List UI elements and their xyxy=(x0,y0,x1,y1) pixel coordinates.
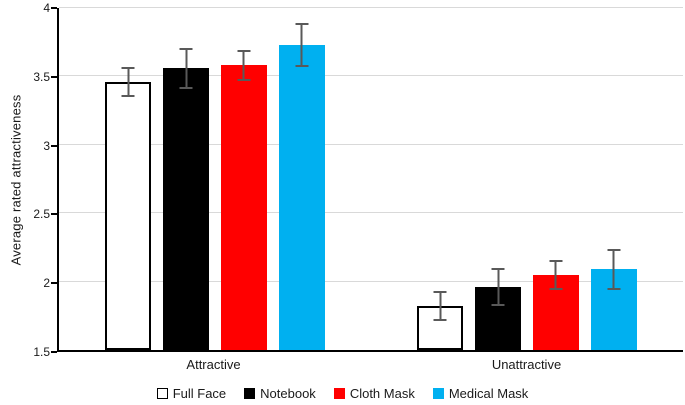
error-bar-stem xyxy=(242,50,245,81)
legend: Full Face Notebook Cloth Mask Medical Mask xyxy=(0,384,685,402)
error-bar-cap-top xyxy=(433,291,447,294)
bar xyxy=(220,65,267,350)
error-bar xyxy=(491,267,505,307)
error-bar-cap-top xyxy=(237,50,251,53)
y-tick-mark xyxy=(51,144,57,147)
y-tick-label: 2.5 xyxy=(33,207,50,222)
bar xyxy=(105,81,152,350)
error-bar xyxy=(549,259,563,290)
y-tick-label: 2 xyxy=(43,276,50,291)
error-bar-cap-top xyxy=(549,259,563,262)
gridline xyxy=(59,7,683,8)
x-category-label: Attractive xyxy=(186,357,241,372)
error-bar xyxy=(295,23,309,67)
error-bar-cap-bottom xyxy=(179,86,193,89)
legend-label: Medical Mask xyxy=(448,385,529,401)
error-bar xyxy=(121,66,135,97)
legend-label: Notebook xyxy=(260,385,316,401)
legend-swatch xyxy=(244,387,256,399)
error-bar-cap-top xyxy=(607,248,621,251)
legend-label: Cloth Mask xyxy=(349,385,415,401)
y-tick-mark xyxy=(51,282,57,285)
legend-label: Full Face xyxy=(172,385,227,401)
gridline xyxy=(59,212,683,214)
legend-swatch xyxy=(432,387,444,399)
bar xyxy=(163,68,209,350)
legend-item: Cloth Mask xyxy=(333,385,415,401)
error-bar xyxy=(433,291,447,322)
error-bar-stem xyxy=(612,248,615,290)
error-bar-cap-bottom xyxy=(295,64,309,67)
error-bar-stem xyxy=(185,47,188,89)
gridline xyxy=(59,143,683,145)
error-bar-cap-bottom xyxy=(607,287,621,290)
error-bar-cap-bottom xyxy=(433,319,447,322)
error-bar-cap-top xyxy=(121,66,135,69)
error-bar-cap-bottom xyxy=(121,94,135,97)
x-axis-labels: Attractive Unattractive xyxy=(57,357,683,373)
error-bar-stem xyxy=(554,259,557,290)
error-bar-stem xyxy=(497,267,500,307)
gridline xyxy=(59,280,683,282)
y-axis-tick-labels: 1.5 2 2.5 3 3.5 4 xyxy=(0,2,57,358)
legend-item: Medical Mask xyxy=(432,385,529,401)
error-bar-cap-top xyxy=(491,267,505,270)
y-tick-label: 3.5 xyxy=(33,69,50,84)
y-tick-label: 1.5 xyxy=(33,345,50,359)
y-tick-label: 4 xyxy=(43,1,50,15)
error-bar-cap-bottom xyxy=(491,304,505,307)
error-bar-cap-top xyxy=(179,47,193,50)
error-bar-cap-top xyxy=(295,23,309,26)
x-category-label: Unattractive xyxy=(491,357,562,372)
error-bar-cap-bottom xyxy=(549,287,563,290)
y-tick-mark xyxy=(51,351,57,353)
error-bar-cap-bottom xyxy=(237,78,251,81)
legend-item: Full Face xyxy=(156,385,227,401)
y-tick-label: 3 xyxy=(43,138,50,153)
legend-swatch xyxy=(333,387,345,399)
gridline xyxy=(59,75,683,77)
error-bar-stem xyxy=(127,66,130,97)
error-bar xyxy=(179,47,193,89)
plot-area xyxy=(57,7,683,352)
error-bar xyxy=(237,50,251,81)
error-bar-stem xyxy=(439,291,442,322)
error-bar xyxy=(607,248,621,290)
legend-item: Notebook xyxy=(244,386,316,401)
legend-swatch xyxy=(156,387,168,399)
y-tick-mark xyxy=(51,213,57,216)
y-tick-mark xyxy=(51,75,57,78)
error-bar-stem xyxy=(300,23,303,67)
bar xyxy=(278,44,325,350)
y-tick-mark xyxy=(51,7,57,9)
